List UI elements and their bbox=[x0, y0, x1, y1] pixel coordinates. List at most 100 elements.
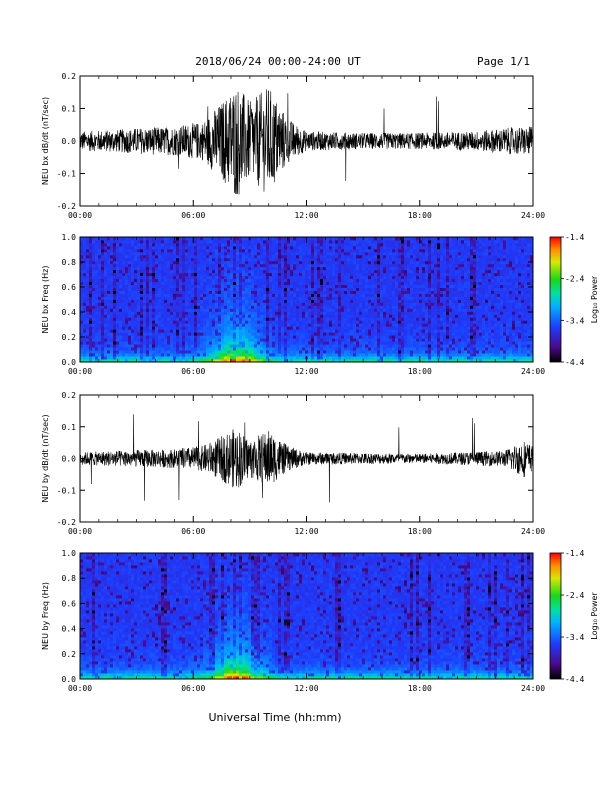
heatmap-cell bbox=[419, 296, 423, 300]
heatmap-cell bbox=[119, 237, 123, 241]
heatmap-cell bbox=[137, 356, 141, 360]
heatmap-cell bbox=[200, 263, 204, 268]
heatmap-cell bbox=[149, 296, 153, 300]
heatmap-cell bbox=[380, 275, 384, 280]
heatmap-cell bbox=[272, 347, 276, 351]
heatmap-cell bbox=[170, 329, 174, 333]
heatmap-cell bbox=[110, 263, 114, 268]
heatmap-cell bbox=[95, 287, 99, 291]
heatmap-cell bbox=[398, 305, 402, 309]
heatmap-cell bbox=[188, 239, 192, 244]
heatmap-cell bbox=[218, 248, 222, 253]
heatmap-cell bbox=[170, 326, 174, 330]
heatmap-cell bbox=[128, 293, 132, 297]
heatmap-cell bbox=[98, 308, 102, 312]
heatmap-cell bbox=[320, 320, 324, 324]
heatmap-cell bbox=[203, 317, 207, 321]
heatmap-cell bbox=[113, 242, 117, 247]
heatmap-cell bbox=[104, 356, 108, 360]
heatmap-cell bbox=[395, 347, 399, 351]
heatmap-cell bbox=[107, 320, 111, 324]
heatmap-cell bbox=[380, 293, 384, 297]
heatmap-cell bbox=[293, 329, 297, 333]
heatmap-cell bbox=[158, 326, 162, 330]
heatmap-cell bbox=[281, 350, 285, 354]
heatmap-cell bbox=[341, 242, 345, 247]
heatmap-cell bbox=[362, 266, 366, 271]
heatmap-cell bbox=[422, 257, 426, 262]
heatmap-cell bbox=[386, 332, 390, 336]
heatmap-cell bbox=[83, 284, 87, 288]
heatmap-cell bbox=[323, 290, 327, 294]
heatmap-cell bbox=[164, 326, 168, 330]
heatmap-cell bbox=[332, 320, 336, 324]
heatmap-cell bbox=[299, 341, 303, 345]
heatmap-cell bbox=[224, 242, 228, 247]
heatmap-cell bbox=[314, 299, 318, 303]
heatmap-cell bbox=[392, 293, 396, 297]
heatmap-cell bbox=[158, 254, 162, 259]
heatmap-cell bbox=[344, 344, 348, 348]
heatmap-cell bbox=[254, 284, 258, 288]
heatmap-cell bbox=[233, 290, 237, 294]
heatmap-cell bbox=[371, 338, 375, 342]
heatmap-cell bbox=[350, 275, 354, 280]
heatmap-cell bbox=[338, 314, 342, 318]
heatmap-cell bbox=[173, 335, 177, 339]
heatmap-cell bbox=[326, 248, 330, 253]
heatmap-cell bbox=[401, 290, 405, 294]
heatmap-cell bbox=[164, 245, 168, 250]
heatmap-cell bbox=[290, 254, 294, 259]
heatmap-cell bbox=[113, 308, 117, 312]
heatmap-cell bbox=[239, 299, 243, 303]
heatmap-cell bbox=[218, 290, 222, 294]
heatmap-cell bbox=[353, 278, 357, 283]
heatmap-cell bbox=[371, 311, 375, 315]
heatmap-cell bbox=[401, 323, 405, 327]
heatmap-cell bbox=[341, 284, 345, 288]
heatmap-cell bbox=[125, 323, 129, 327]
heatmap-cell bbox=[395, 237, 399, 241]
heatmap-cell bbox=[197, 299, 201, 303]
heatmap-cell bbox=[266, 320, 270, 324]
heatmap-cell bbox=[404, 257, 408, 262]
heatmap-cell bbox=[188, 341, 192, 345]
heatmap-cell bbox=[332, 356, 336, 360]
heatmap-cell bbox=[110, 260, 114, 265]
heatmap-cell bbox=[287, 287, 291, 291]
heatmap-cell bbox=[128, 329, 132, 333]
heatmap-cell bbox=[305, 254, 309, 259]
heatmap-cell bbox=[338, 320, 342, 324]
heatmap-cell bbox=[317, 254, 321, 259]
heatmap-cell bbox=[347, 353, 351, 357]
heatmap-cell bbox=[338, 257, 342, 262]
heatmap-cell bbox=[167, 281, 171, 286]
heatmap-cell bbox=[356, 281, 360, 286]
heatmap-cell bbox=[137, 293, 141, 297]
heatmap-cell bbox=[299, 296, 303, 300]
heatmap-cell bbox=[269, 284, 273, 288]
heatmap-cell bbox=[197, 323, 201, 327]
heatmap-cell bbox=[254, 296, 258, 300]
heatmap-cell bbox=[158, 314, 162, 318]
heatmap-cell bbox=[185, 332, 189, 336]
heatmap-cell bbox=[278, 332, 282, 336]
heatmap-cell bbox=[305, 314, 309, 318]
heatmap-cell bbox=[287, 329, 291, 333]
heatmap-cell bbox=[218, 278, 222, 283]
heatmap-cell bbox=[134, 344, 138, 348]
heatmap-cell bbox=[128, 299, 132, 303]
heatmap-cell bbox=[212, 299, 216, 303]
heatmap-cell bbox=[185, 237, 189, 241]
heatmap-cell bbox=[311, 329, 315, 333]
heatmap-cell bbox=[398, 257, 402, 262]
heatmap-cell bbox=[215, 237, 219, 241]
heatmap-cell bbox=[416, 263, 420, 268]
heatmap-cell bbox=[338, 272, 342, 277]
heatmap-cell bbox=[131, 311, 135, 315]
heatmap-cell bbox=[224, 272, 228, 277]
heatmap-cell bbox=[320, 293, 324, 297]
heatmap-cell bbox=[182, 254, 186, 259]
heatmap-cell bbox=[218, 311, 222, 315]
heatmap-cell bbox=[194, 320, 198, 324]
